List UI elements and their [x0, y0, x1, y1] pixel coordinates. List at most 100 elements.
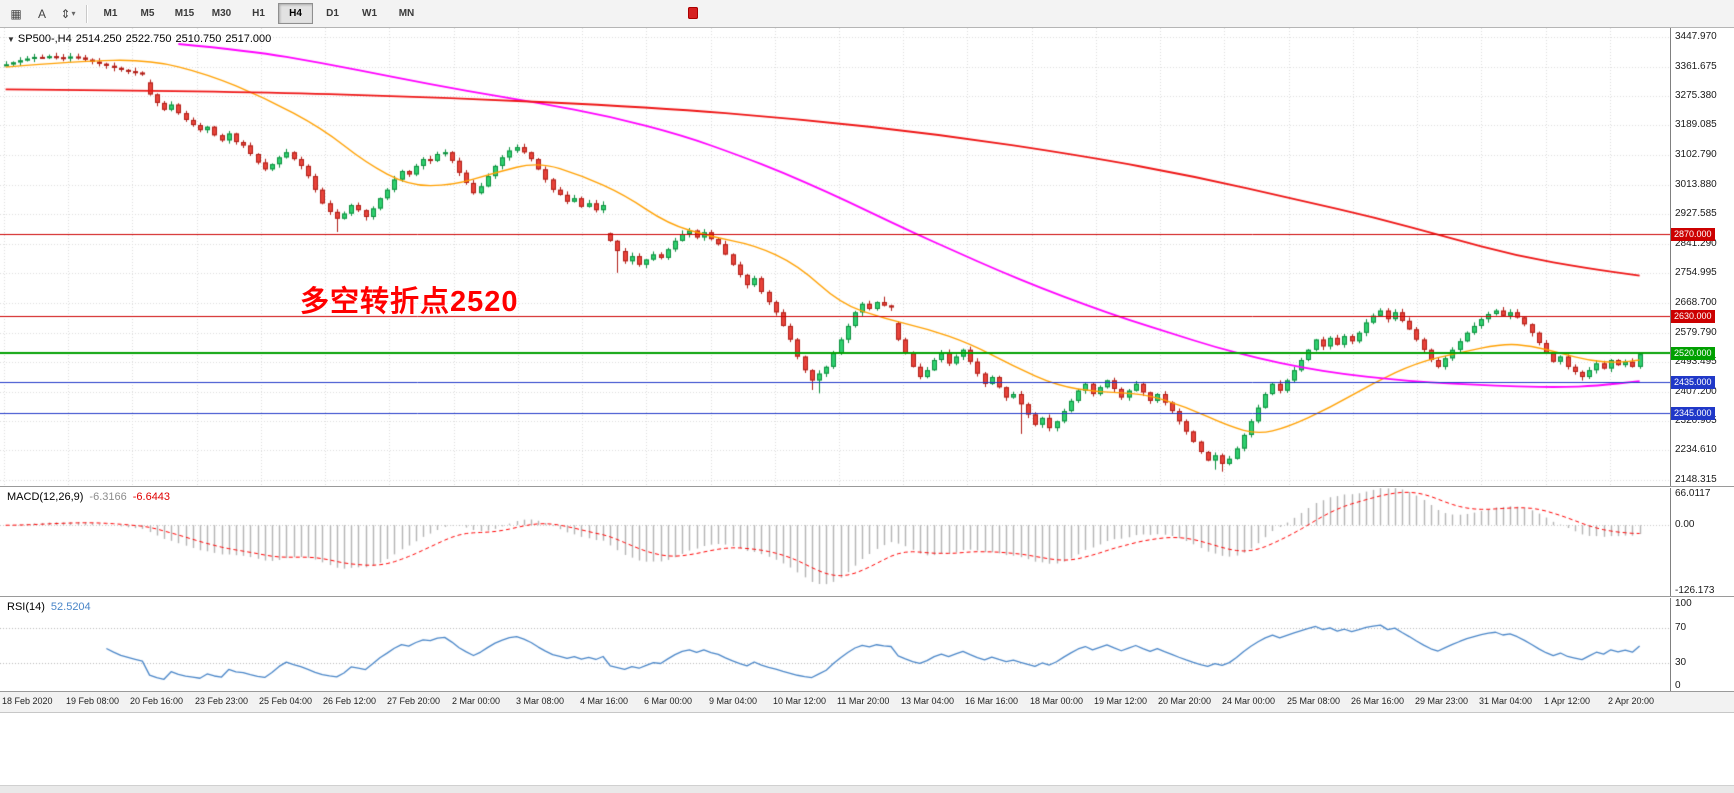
level-price-label: 2520.000: [1671, 347, 1715, 361]
timeframe-button-m30[interactable]: M30: [211, 8, 232, 19]
main-chart-panel: 3447.970 3361.675 3275.380 3189.085 3102.790…: [0, 28, 1734, 486]
rsi-tick: 70: [1675, 622, 1687, 634]
macd-name: MACD(12,26,9): [7, 491, 84, 503]
price-axis[interactable]: 3447.970 3361.675 3275.380 3189.085 3102.790…: [1670, 28, 1734, 486]
time-label: 26 Feb 12:00: [323, 696, 377, 706]
timeframe-button-m5[interactable]: M5: [140, 8, 155, 19]
price-tick: 2754.995: [1675, 267, 1717, 279]
macd-tick: 66.0117: [1675, 488, 1711, 499]
timeframe-button-h1[interactable]: H1: [252, 8, 265, 19]
rsi-tick: 30: [1675, 657, 1687, 669]
toolbar: ▦ A ⇕ ▾ M1 M5 M15 M30 H1 H4 D1 W1 MN: [0, 0, 1734, 28]
price-tick: 3189.085: [1675, 119, 1717, 131]
timeframe-button-m15[interactable]: M15: [174, 8, 195, 19]
rsi-label: RSI(14) 52.5204: [7, 601, 91, 613]
price-tick: 2493.495: [1675, 356, 1717, 368]
price-tick: 2148.315: [1675, 473, 1717, 485]
price-tick: 2927.585: [1675, 208, 1717, 220]
cursor-a-icon[interactable]: A: [37, 6, 46, 21]
time-label: 2 Apr 20:00: [1608, 696, 1655, 706]
time-label: 25 Mar 08:00: [1287, 696, 1341, 706]
price-tick: 3361.675: [1675, 60, 1717, 72]
rsi-panel: 100 70 30 0 RSI(14) 52.5204: [0, 596, 1734, 692]
ohlc-high: 2522.750: [125, 33, 172, 45]
rsi-canvas[interactable]: [0, 598, 1670, 692]
chart-title: ▼ SP500-,H4 2514.250 2522.750 2510.750 2517.0…: [7, 33, 275, 45]
macd-main-value: -6.3166: [89, 491, 127, 503]
time-label: 9 Mar 04:00: [709, 696, 758, 706]
time-label: 19 Mar 12:00: [1094, 696, 1148, 706]
price-tick: 2841.290: [1675, 237, 1717, 249]
macd-canvas[interactable]: [0, 488, 1670, 597]
price-tick: 3447.970: [1675, 31, 1717, 43]
macd-signal-value: -6.6443: [132, 491, 171, 503]
red-badge-icon[interactable]: [688, 7, 698, 19]
price-tick: 3013.880: [1675, 179, 1717, 191]
price-tick: 2320.905: [1675, 414, 1717, 426]
time-label: 2 Mar 00:00: [452, 696, 501, 706]
time-label: 3 Mar 08:00: [516, 696, 565, 706]
level-price-label: 2630.000: [1671, 309, 1715, 323]
price-tick: 3275.380: [1675, 89, 1717, 101]
time-label: 20 Feb 16:00: [130, 696, 184, 706]
time-label: 18 Feb 2020: [2, 696, 53, 706]
time-label: 27 Feb 20:00: [387, 696, 441, 706]
level-price-label: 2870.000: [1671, 228, 1715, 241]
time-label: 24 Mar 00:00: [1222, 696, 1276, 706]
time-label: 6 Mar 00:00: [644, 696, 693, 706]
level-price-label: 2435.000: [1671, 376, 1715, 390]
timeframe-group: M1 M5 M15 M30 H1 H4 D1 W1 MN: [92, 3, 425, 24]
time-label: 16 Mar 16:00: [965, 696, 1019, 706]
time-label: 20 Mar 20:00: [1158, 696, 1212, 706]
price-tick: 2668.700: [1675, 296, 1717, 308]
time-label: 26 Mar 16:00: [1351, 696, 1405, 706]
level-price-label: 2345.000: [1671, 406, 1715, 420]
timeframe-button-h4[interactable]: H4: [278, 3, 313, 24]
rsi-value: 52.5204: [50, 601, 91, 613]
ohlc-open: 2514.250: [75, 33, 122, 45]
chart-shift-icon[interactable]: ⇕ ▾: [60, 6, 76, 21]
time-axis[interactable]: 18 Feb 2020 19 Feb 08:00 20 Feb 16:00 23 Fe…: [0, 691, 1734, 712]
time-label: 25 Feb 04:00: [259, 696, 313, 706]
ohlc-close: 2517.000: [225, 33, 272, 45]
rsi-tick: 0: [1675, 680, 1681, 691]
price-tick: 3102.790: [1675, 148, 1717, 160]
time-label: 31 Mar 04:00: [1479, 696, 1533, 706]
macd-axis[interactable]: 66.0117 0.00 -126.173: [1670, 488, 1734, 597]
time-label: 18 Mar 00:00: [1030, 696, 1084, 706]
ohlc-low: 2510.750: [175, 33, 222, 45]
timeframe-button-m1[interactable]: M1: [103, 8, 118, 19]
toolbar-icon-group: ▦ A ⇕ ▾: [0, 3, 81, 25]
toolbar-separator: [86, 4, 87, 23]
timeframe-button-d1[interactable]: D1: [326, 8, 339, 19]
price-tick: 2579.790: [1675, 326, 1717, 338]
rsi-tick: 100: [1675, 598, 1692, 609]
time-label: 23 Feb 23:00: [195, 696, 249, 706]
time-label: 29 Mar 23:00: [1415, 696, 1469, 706]
price-chart-canvas[interactable]: [0, 28, 1670, 486]
price-tick: 2234.610: [1675, 444, 1717, 456]
macd-tick: 0.00: [1675, 519, 1695, 531]
macd-tick: -126.173: [1675, 585, 1715, 596]
time-label: 11 Mar 20:00: [837, 696, 890, 706]
time-label: 10 Mar 12:00: [773, 696, 827, 706]
collapse-triangle-icon[interactable]: ▼: [7, 35, 15, 44]
timeframe-button-mn[interactable]: MN: [398, 8, 415, 19]
grid-icon[interactable]: ▦: [10, 6, 22, 21]
symbol-period: SP500-,H4: [17, 33, 72, 45]
time-label: 19 Feb 08:00: [66, 696, 120, 706]
price-tick: 2407.200: [1675, 385, 1717, 397]
rsi-name: RSI(14): [7, 601, 45, 613]
rsi-axis[interactable]: 100 70 30 0: [1670, 598, 1734, 692]
dropdown-caret-icon: ▾: [71, 9, 76, 18]
chart-annotation: 多空转折点2520: [300, 286, 519, 318]
time-label: 13 Mar 04:00: [901, 696, 955, 706]
macd-panel: 66.0117 0.00 -126.173 MACD(12,26,9) -6.3166…: [0, 486, 1734, 597]
time-label: 4 Mar 16:00: [580, 696, 629, 706]
taskbar-edge: [0, 785, 1734, 793]
footer-area: [0, 712, 1734, 786]
time-label: 1 Apr 12:00: [1544, 696, 1591, 706]
timeframe-button-w1[interactable]: W1: [362, 8, 377, 19]
macd-label: MACD(12,26,9) -6.3166 -6.6443: [7, 491, 170, 503]
